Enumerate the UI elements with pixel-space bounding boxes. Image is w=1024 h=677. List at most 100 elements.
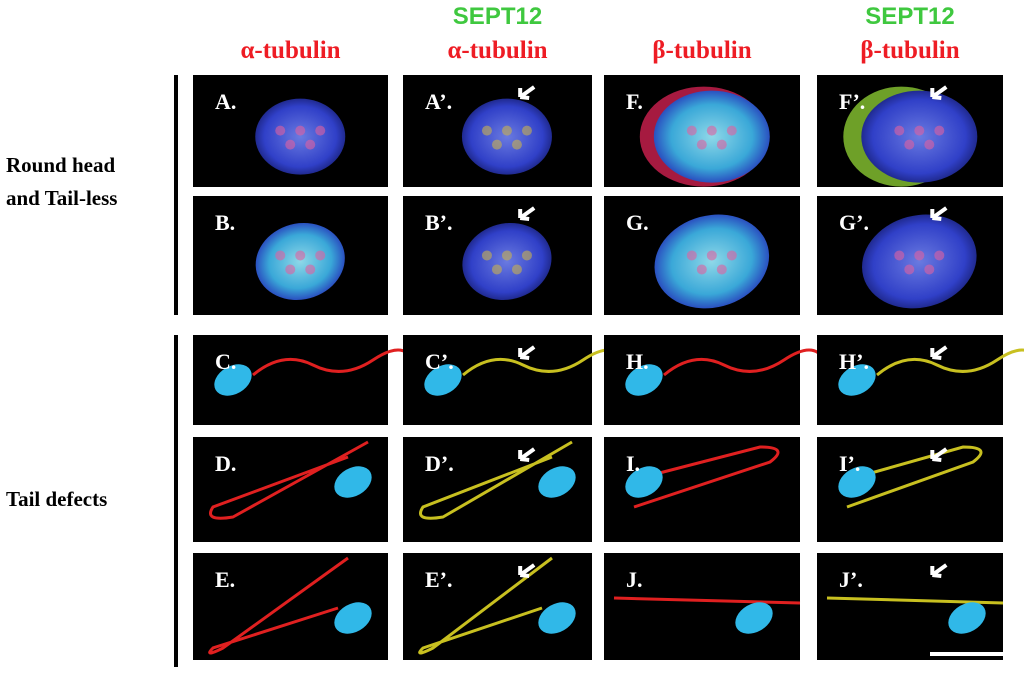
spot (521, 250, 532, 261)
panel-label: D’. (425, 451, 454, 476)
sperm-head (625, 364, 663, 396)
nucleus (255, 222, 345, 300)
panel-label: I. (626, 451, 640, 476)
group-label: and Tail-less (6, 186, 117, 210)
column-header: β-tubulin (652, 37, 751, 64)
nucleus (653, 90, 770, 183)
panel-label: J’. (839, 567, 863, 592)
column-header: β-tubulin (860, 37, 959, 64)
spot (315, 125, 326, 136)
spot (706, 250, 717, 261)
panel-label: G. (626, 210, 649, 235)
spot (275, 250, 286, 261)
spot (481, 250, 492, 261)
spot (315, 250, 326, 261)
spot (305, 264, 316, 275)
nucleus (462, 222, 552, 300)
flagellum (876, 348, 1024, 377)
spot (686, 250, 697, 261)
sperm-head (625, 466, 663, 498)
sperm-head (735, 602, 773, 634)
flagellum (208, 556, 349, 655)
spot (914, 125, 925, 136)
spot (716, 139, 727, 150)
spot (305, 139, 316, 150)
spot (904, 264, 915, 275)
panel-label: A. (215, 89, 236, 114)
panel-label: C. (215, 349, 236, 374)
sperm-head (334, 602, 372, 634)
panel-label: F. (626, 89, 643, 114)
spot (501, 250, 512, 261)
spot (491, 139, 502, 150)
group-label: Round head (6, 153, 115, 177)
sperm-head (214, 364, 252, 396)
flagellum (252, 348, 415, 377)
spot (934, 250, 945, 261)
spot (696, 264, 707, 275)
column-header: α-tubulin (447, 37, 547, 64)
nucleus (862, 214, 977, 309)
spot (285, 264, 296, 275)
spot (511, 139, 522, 150)
panel-label: C’. (425, 349, 454, 374)
spot (491, 264, 502, 275)
column-header: SEPT12 (865, 3, 954, 30)
panel-label: E’. (425, 567, 453, 592)
spot (706, 125, 717, 136)
nucleus (861, 90, 978, 183)
spot (285, 139, 296, 150)
panel-label: I’. (839, 451, 860, 476)
arrow (930, 206, 948, 221)
flagellum (209, 440, 369, 520)
spot (924, 264, 935, 275)
nucleus (255, 98, 346, 175)
panel-label: E. (215, 567, 235, 592)
arrow (518, 85, 536, 100)
spot (275, 125, 286, 136)
nucleus (654, 214, 770, 309)
spot (511, 264, 522, 275)
column-header: SEPT12 (453, 3, 542, 30)
sperm-head (838, 364, 876, 396)
panel-label: A’. (425, 89, 452, 114)
nucleus (461, 98, 552, 175)
spot (924, 139, 935, 150)
spot (914, 250, 925, 261)
flagellum (613, 596, 801, 605)
spot (894, 125, 905, 136)
sperm-head (424, 364, 462, 396)
panel-label: J. (626, 567, 643, 592)
spot (894, 250, 905, 261)
panel-label: B. (215, 210, 235, 235)
flagellum (633, 445, 780, 509)
spot (481, 125, 492, 136)
arrow (518, 447, 536, 462)
arrow (930, 345, 948, 360)
spot (934, 125, 945, 136)
sperm-head (838, 466, 876, 498)
sperm-head (538, 466, 576, 498)
sperm-head (334, 466, 372, 498)
flagellum (663, 348, 826, 377)
flagellum (846, 445, 983, 509)
arrow (930, 563, 948, 578)
group-label: Tail defects (6, 487, 107, 511)
flagellum (419, 440, 573, 520)
arrow (518, 563, 536, 578)
sperm-head (948, 602, 986, 634)
panel-label: D. (215, 451, 236, 476)
spot (686, 125, 697, 136)
arrow (518, 206, 536, 221)
spot (716, 264, 727, 275)
arrow (930, 85, 948, 100)
arrow (518, 345, 536, 360)
flagellum (418, 556, 553, 655)
spot (696, 139, 707, 150)
spot (521, 125, 532, 136)
spot (501, 125, 512, 136)
panel-label: F’. (839, 89, 865, 114)
spot (295, 250, 306, 261)
panel-label: G’. (839, 210, 869, 235)
